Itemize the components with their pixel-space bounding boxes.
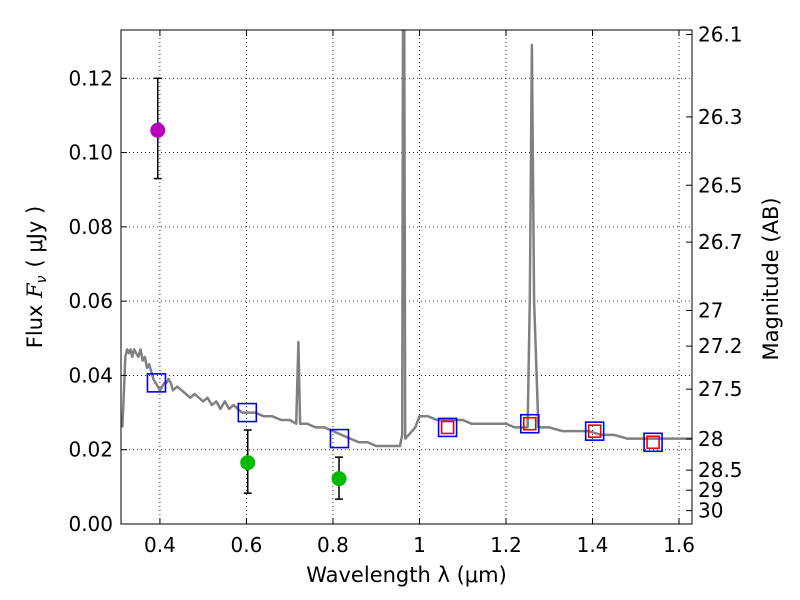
y2-tick-label: 26.5 (698, 173, 743, 197)
x-tick-label: 0.8 (317, 533, 349, 557)
y2-tick-label: 28.5 (698, 458, 743, 482)
photometry-square (329, 428, 350, 449)
y-axis-label-unit: ( μJy ) (23, 206, 47, 268)
photometry-square (522, 416, 537, 431)
y-tick-label: 0.12 (68, 66, 113, 90)
y-axis-label: Flux Fν ( μJy ) (23, 206, 50, 348)
photometry-square (643, 432, 663, 453)
spectrum-layer (121, 30, 692, 448)
y-tick-label: 0.04 (68, 363, 113, 387)
y2-tick-label: 28 (698, 427, 723, 451)
photometry-square (646, 435, 660, 450)
photometry-square (437, 417, 458, 438)
y-tick-label: 0.00 (68, 512, 113, 536)
observed-point (331, 471, 347, 487)
y2-tick-label: 27 (698, 298, 723, 322)
y-tick-label: 0.08 (68, 215, 113, 239)
y2-tick-label: 27.5 (698, 377, 743, 401)
marker-layer (146, 77, 663, 500)
ticks: 0.4 0.6 0.8 1 1.2 1.4 1.6 0.00 0.02 0.04 0.06 0.08 0… (68, 22, 742, 557)
y-tick-label: 0.06 (68, 289, 113, 313)
photometry-square (519, 413, 540, 434)
photometry-square (584, 421, 605, 441)
x-tick-label: 1.2 (490, 533, 522, 557)
y-tick-label: 0.10 (68, 141, 113, 165)
y-axis-label-prefix: Flux (23, 298, 47, 348)
x-tick-label: 0.6 (231, 533, 263, 557)
observed-point (240, 455, 256, 471)
y2-tick-label: 26.7 (698, 230, 743, 254)
photometry-square (237, 402, 258, 423)
x-axis-label: Wavelength λ (μm) (306, 563, 507, 587)
observed-point (150, 122, 166, 138)
y2-tick-label: 26.1 (698, 22, 743, 46)
y2-tick-label: 26.3 (698, 105, 743, 129)
x-tick-label: 0.4 (144, 533, 176, 557)
x-tick-label: 1 (413, 533, 426, 557)
plot-frame (120, 29, 693, 525)
spectrum-line (121, 30, 692, 448)
x-tick-label: 1.6 (663, 533, 695, 557)
y-axis-label-symbol: F (23, 282, 47, 299)
grid (121, 30, 692, 525)
y2-tick-label: 29 (698, 478, 723, 502)
photometry-square (587, 424, 602, 438)
y2-tick-label: 30 (698, 499, 723, 523)
x-tick-label: 1.4 (577, 533, 609, 557)
y-tick-label: 0.02 (68, 438, 113, 462)
y2-tick-label: 27.2 (698, 334, 743, 358)
y2-axis-label: Magnitude (AB) (759, 197, 783, 360)
photometry-square (440, 420, 455, 435)
photometry-square (146, 373, 167, 393)
y-axis-label-subscript: ν (34, 275, 50, 283)
